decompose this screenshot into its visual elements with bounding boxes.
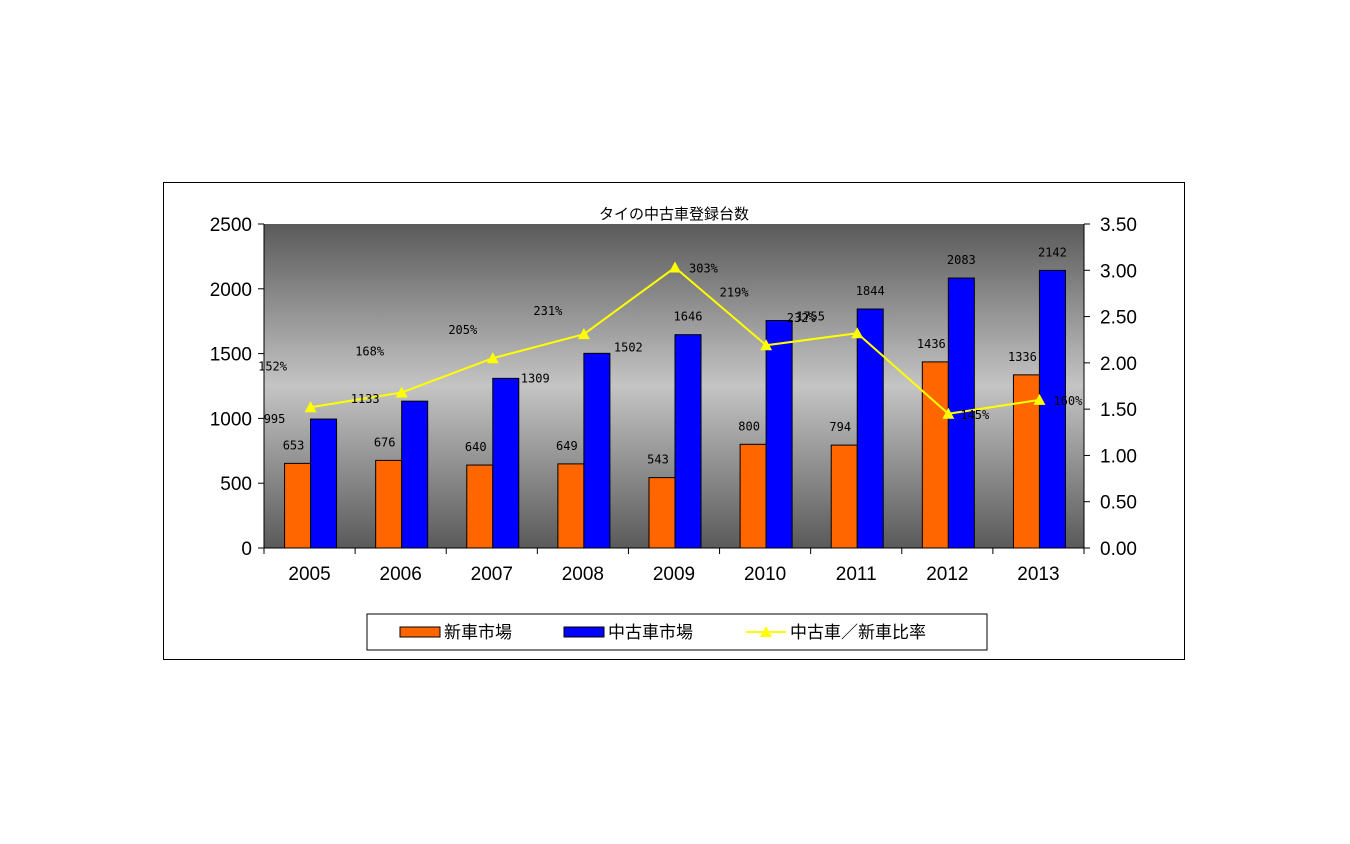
legend-box — [366, 613, 988, 651]
ratio-value-label: 303% — [689, 262, 719, 276]
y2-tick-label: 2.00 — [1100, 354, 1137, 375]
bar-value-label: 794 — [829, 420, 851, 434]
ratio-value-label: 205% — [448, 323, 478, 337]
y-tick-label: 2500 — [210, 215, 252, 236]
bar-value-label: 649 — [556, 439, 578, 453]
ratio-marker — [304, 401, 317, 413]
bar-value-label: 653 — [283, 438, 305, 452]
legend: 新車市場 中古車市場 中古車／新車比率 — [366, 613, 988, 651]
chart-title: タイの中古車登録台数 — [599, 205, 749, 223]
bar-value-label: 1309 — [521, 371, 550, 385]
y-tick-label: 1000 — [210, 409, 252, 430]
bar-new — [739, 443, 767, 549]
bar-value-label: 1844 — [856, 284, 885, 298]
ratio-marker — [942, 407, 955, 419]
legend-label: 新車市場 — [444, 623, 512, 643]
bar-used — [492, 377, 520, 549]
y2-tick-label: 0.50 — [1100, 493, 1137, 514]
ratio-value-label: 145% — [960, 408, 990, 422]
bar-new — [648, 477, 676, 549]
legend-swatch — [399, 626, 441, 638]
ratio-marker — [760, 339, 773, 351]
bar-used — [310, 418, 338, 549]
bar-used — [856, 308, 884, 549]
bar-used — [674, 334, 702, 549]
x-tick-label: 2009 — [653, 564, 695, 585]
ratio-marker — [851, 327, 864, 339]
bar-new — [921, 361, 949, 549]
y2-tick-label: 0.00 — [1100, 539, 1137, 560]
ratio-value-label: 152% — [258, 359, 288, 373]
ratio-marker — [577, 328, 590, 340]
bar-value-label: 1502 — [614, 340, 643, 354]
bar-value-label: 2142 — [1038, 245, 1067, 259]
bar-new — [830, 444, 858, 549]
bar-new — [557, 463, 585, 549]
bar-value-label: 1436 — [917, 337, 946, 351]
ratio-value-label: 168% — [355, 344, 385, 358]
y2-tick-label: 2.50 — [1100, 308, 1137, 329]
y2-tick-label: 3.00 — [1100, 261, 1137, 282]
bar-new — [466, 464, 494, 549]
y2-tick-label: 1.50 — [1100, 400, 1137, 421]
bar-value-label: 543 — [647, 453, 669, 467]
bar-value-label: 1133 — [351, 392, 380, 406]
y2-tick-label: 3.50 — [1100, 215, 1137, 236]
y-tick-label: 0 — [241, 539, 252, 560]
x-tick-label: 2006 — [380, 564, 422, 585]
y-tick-label: 1500 — [210, 345, 252, 366]
y-tick-label: 2000 — [210, 280, 252, 301]
chart-svg: タイの中古車登録台数 0 500 1000 1500 2000 2500 0.00 0.50 1… — [210, 205, 1137, 651]
bar-used — [1038, 269, 1066, 549]
x-tick-label: 2012 — [926, 564, 968, 585]
bar-new — [284, 462, 312, 549]
bar-new — [375, 459, 403, 549]
y2-tick-label: 1.00 — [1100, 446, 1137, 467]
legend-label: 中古車市場 — [608, 623, 693, 643]
bar-used — [765, 320, 793, 549]
legend-label: 中古車／新車比率 — [790, 623, 926, 643]
x-tick-label: 2008 — [562, 564, 604, 585]
bar-value-label: 1336 — [1008, 350, 1037, 364]
ratio-marker — [669, 261, 681, 273]
bar-value-label: 800 — [738, 419, 760, 433]
bar-value-label: 1755 — [796, 310, 825, 324]
bar-value-label: 676 — [374, 435, 396, 449]
ratio-marker — [486, 352, 499, 364]
x-tick-label: 2010 — [744, 564, 786, 585]
legend-swatch — [563, 626, 605, 638]
bar-value-label: 995 — [264, 412, 286, 426]
bar-value-label: 2083 — [947, 253, 976, 267]
x-tick-label: 2007 — [471, 564, 513, 585]
ratio-value-label: 160% — [1053, 394, 1083, 408]
ratio-value-label: 219% — [720, 285, 750, 299]
ratio-marker — [395, 386, 408, 398]
ratio-value-label: 232% — [787, 311, 817, 325]
bar-value-label: 640 — [465, 440, 487, 454]
x-tick-label: 2005 — [288, 564, 330, 585]
x-tick-label: 2011 — [836, 564, 877, 585]
bar-value-label: 1646 — [674, 310, 703, 324]
chart-frame: タイの中古車登録台数 0 500 1000 1500 2000 2500 0.00 0.50 1… — [163, 182, 1185, 660]
legend-marker — [760, 626, 772, 637]
x-tick-label: 2013 — [1017, 564, 1059, 585]
bar-used — [583, 352, 611, 549]
bar-used — [401, 400, 429, 549]
ratio-marker — [1033, 393, 1046, 405]
y-tick-label: 500 — [220, 474, 252, 495]
ratio-value-label: 231% — [533, 304, 563, 318]
